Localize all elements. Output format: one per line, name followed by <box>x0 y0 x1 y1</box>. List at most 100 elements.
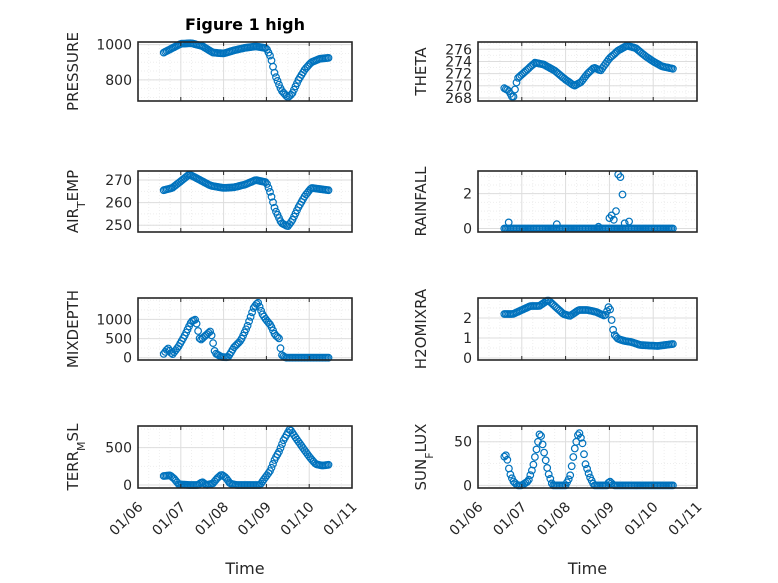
subplot-mixdepth: 0 500 1000 MIXDEPTH <box>64 290 353 368</box>
x-tick-label: 01/07 <box>149 499 189 539</box>
data-point <box>618 190 627 199</box>
x-tick-label: 01/08 <box>192 499 232 539</box>
y-tick-label: 0 <box>123 478 132 494</box>
data-point <box>273 76 282 85</box>
axes-box <box>477 41 698 102</box>
data-point <box>276 444 285 452</box>
y-tick-label: 1000 <box>96 38 132 54</box>
data-point <box>511 85 519 94</box>
data-point <box>275 447 283 456</box>
data-point <box>512 78 521 87</box>
data-point <box>324 54 333 62</box>
axes-box <box>477 170 698 233</box>
data-series-mixdepth <box>159 298 333 362</box>
data-point <box>535 430 544 439</box>
data-series-air_temp <box>159 170 333 231</box>
data-point <box>255 302 264 311</box>
data-point <box>207 331 216 340</box>
data-point <box>324 186 333 195</box>
y-tick-label: 1 <box>463 331 472 347</box>
data-point <box>263 180 271 188</box>
data-point <box>669 64 677 73</box>
x-tick-label: 01/07 <box>490 499 530 539</box>
y-tick-label: 268 <box>445 91 472 107</box>
y-tick-label: 500 <box>105 332 132 348</box>
y-axis-label: RAINFALL <box>412 166 430 237</box>
axes-box <box>477 297 698 361</box>
y-tick-label: 272 <box>445 67 472 83</box>
data-point <box>273 333 282 341</box>
data-point <box>580 450 588 459</box>
data-point <box>625 217 633 226</box>
figure-title: Figure 1 high <box>185 15 305 34</box>
data-point <box>503 455 512 464</box>
data-point <box>275 80 283 89</box>
data-point <box>254 298 263 307</box>
data-point <box>607 211 616 220</box>
y-axis-label: TERRMSL <box>64 423 88 492</box>
data-point <box>567 462 576 471</box>
y-tick-label: 1000 <box>96 312 132 328</box>
y-tick-label: 2 <box>463 311 472 327</box>
data-point <box>606 305 614 314</box>
x-tick-label: 01/06 <box>447 499 487 539</box>
y-tick-label: 260 <box>105 196 132 212</box>
data-point <box>566 471 575 480</box>
x-tick-label: 01/08 <box>534 499 574 539</box>
data-point <box>581 460 590 469</box>
data-point <box>324 460 333 469</box>
data-series-theta <box>500 41 677 101</box>
data-point <box>577 433 585 442</box>
data-point <box>270 68 279 77</box>
data-point <box>242 325 251 334</box>
x-tick-label: 01/09 <box>578 499 618 539</box>
data-point <box>569 453 578 461</box>
data-point <box>607 316 616 324</box>
data-point <box>669 340 677 348</box>
data-point <box>269 198 277 207</box>
data-point <box>269 460 277 468</box>
y-tick-label: 0 <box>463 351 472 367</box>
data-point <box>584 469 593 478</box>
data-point <box>275 334 283 343</box>
x-tick-label: 01/09 <box>235 499 275 539</box>
data-point <box>523 477 532 486</box>
y-tick-label: 250 <box>105 218 132 234</box>
subplot-rainfall: 0 2 RAINFALL <box>412 166 698 238</box>
data-point <box>524 475 533 484</box>
axes-box <box>137 170 353 233</box>
data-series-pressure <box>159 39 333 102</box>
data-point <box>541 456 550 465</box>
y-tick-label: 274 <box>445 54 472 70</box>
data-point <box>620 219 629 228</box>
data-point <box>267 463 276 472</box>
data-point <box>537 432 545 440</box>
data-point <box>248 308 257 317</box>
data-point <box>601 311 610 319</box>
data-point <box>532 445 541 454</box>
x-axis-label: Time <box>567 559 607 578</box>
data-point <box>206 327 215 336</box>
x-tick-label: 01/10 <box>278 499 318 539</box>
data-point <box>540 448 548 457</box>
data-point <box>564 475 573 484</box>
data-point <box>209 339 218 348</box>
y-axis-label: PRESSURE <box>64 32 82 111</box>
data-point <box>612 207 620 216</box>
y-tick-label: 0 <box>123 351 132 367</box>
data-point <box>526 471 535 480</box>
subplot-h2omixra: 0 1 2 H2OMIXRA <box>412 288 698 369</box>
data-point <box>609 215 618 224</box>
y-tick-label: 0 <box>463 478 472 494</box>
data-point <box>264 183 273 192</box>
data-series-h2omixra <box>500 296 677 350</box>
data-point <box>261 178 270 187</box>
axes-box <box>477 425 698 489</box>
data-point <box>195 334 204 343</box>
data-point <box>266 51 274 60</box>
axes-box <box>137 41 353 102</box>
data-point <box>506 470 515 479</box>
data-point <box>504 218 513 227</box>
data-point <box>270 203 279 212</box>
